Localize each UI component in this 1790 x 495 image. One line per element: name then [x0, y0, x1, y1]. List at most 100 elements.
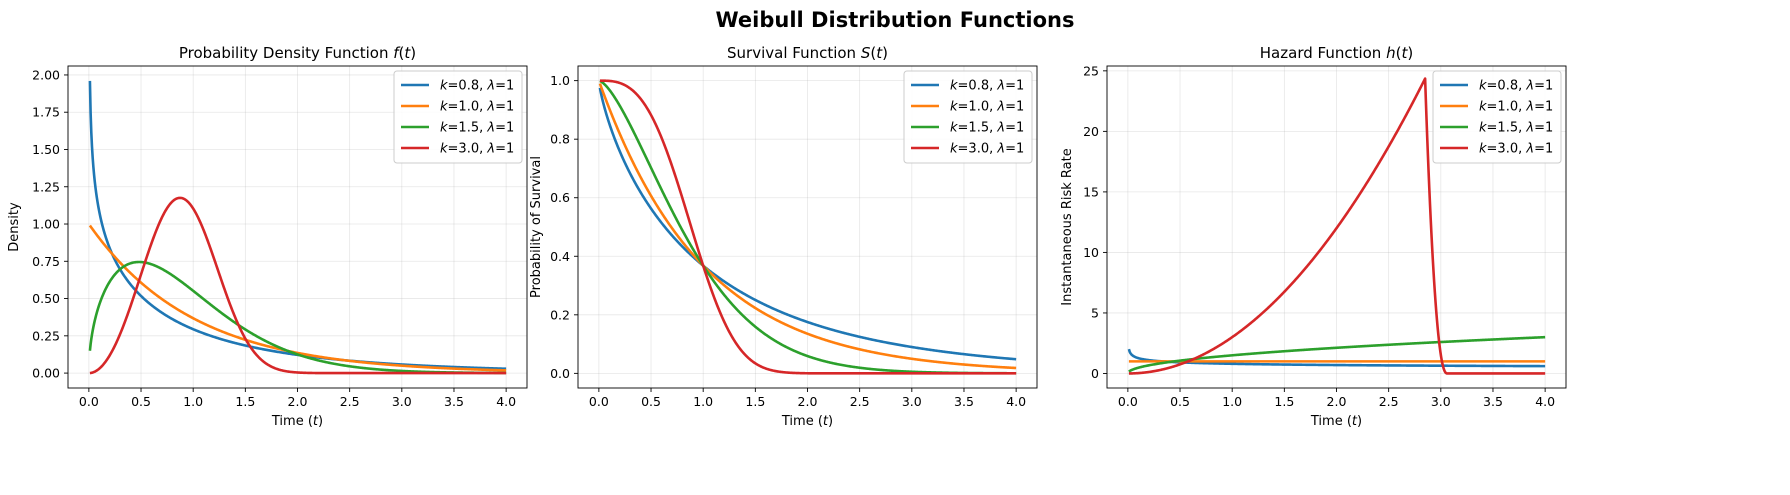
x-tick-label: 3.5 — [954, 394, 974, 409]
chart-panel-survival: 0.0 0.5 1.0 1.5 2.0 2.5 3.0 3.5 4.0 0.0 0.2 0.4 0.6 0… — [529, 44, 1038, 429]
legend-entry-k0.8: k=0.8, λ=1 — [440, 79, 514, 94]
legend-box — [393, 70, 523, 164]
legend-lambda-value: =1 — [1005, 142, 1024, 157]
y-tick-label: 1.00 — [32, 217, 60, 232]
panel-title-text: Survival Function — [727, 44, 861, 62]
legend-k-symbol: k — [440, 100, 448, 115]
legend-k-symbol: k — [950, 79, 958, 94]
legend-k-value: =1.0, — [1487, 100, 1527, 115]
x-tick-label: 0.5 — [1170, 394, 1190, 409]
legend-lambda-value: =1 — [1534, 121, 1553, 136]
y-tick-label: 15 — [1083, 184, 1099, 199]
y-tick-label: 1.25 — [32, 179, 60, 194]
panel-title-close: ) — [1407, 44, 1413, 62]
legend-k-value: =1.5, — [958, 121, 998, 136]
x-tick-label: 3.0 — [902, 394, 922, 409]
series-line-k1.0 — [598, 83, 1017, 370]
x-tick-label: 4.0 — [496, 394, 516, 409]
legend-k-symbol: k — [1479, 100, 1487, 115]
x-tick-label: 2.5 — [340, 394, 360, 409]
panel-title-text: Hazard Function — [1260, 44, 1386, 62]
x-tick-label: 1.5 — [1274, 394, 1294, 409]
series-line-k0.8 — [598, 87, 1017, 361]
x-tick-label: 1.5 — [745, 394, 765, 409]
y-tick-label: 0.8 — [550, 132, 570, 147]
x-axis-label-text: Time ( — [1310, 414, 1352, 429]
y-tick-label: 1.50 — [32, 142, 60, 157]
y-tick-label: 1.0 — [550, 73, 570, 88]
x-tick-label: 0.5 — [131, 394, 151, 409]
legend-k-value: =1.5, — [448, 121, 488, 136]
x-axis-label: Time (t) — [1310, 414, 1362, 429]
x-axis-label-close: ) — [828, 414, 833, 429]
series-line-k1.0 — [88, 224, 507, 372]
x-axis-label-var: t — [823, 414, 829, 429]
series-line-k3.0 — [599, 79, 1017, 375]
x-axis-label: Time (t) — [781, 414, 833, 429]
panel-title-paren: ( — [399, 44, 405, 62]
panel-title-fn: f — [393, 44, 401, 62]
y-tick-label: 0.50 — [32, 291, 60, 306]
legend: k=0.8, λ=1k=1.0, λ=1k=1.5, λ=1k=3.0, λ=1 — [1432, 70, 1562, 164]
legend-k-value: =1.5, — [1487, 121, 1527, 136]
panel-title: Hazard Function h(t) — [1260, 44, 1413, 62]
y-tick-label: 20 — [1083, 124, 1099, 139]
legend-lambda-value: =1 — [495, 100, 514, 115]
panel-title-paren: ( — [1396, 44, 1402, 62]
x-tick-label: 1.0 — [693, 394, 713, 409]
legend-k-value: =0.8, — [448, 79, 488, 94]
x-tick-label: 2.0 — [1327, 394, 1347, 409]
x-tick-label: 2.0 — [798, 394, 818, 409]
x-tick-label: 4.0 — [1006, 394, 1026, 409]
legend-entry-k0.8: k=0.8, λ=1 — [950, 79, 1024, 94]
legend-lambda-symbol: λ — [1525, 100, 1534, 115]
series-line-k3.0 — [1128, 77, 1546, 375]
chart-panel-hazard: 0.0 0.5 1.0 1.5 2.0 2.5 3.0 3.5 4.0 0 5 10 15 20 25 Haz… — [1060, 44, 1567, 429]
x-tick-label: 3.5 — [1483, 394, 1503, 409]
x-tick-label: 3.5 — [444, 394, 464, 409]
x-tick-label: 2.5 — [850, 394, 870, 409]
legend-lambda-symbol: λ — [486, 100, 495, 115]
x-axis-label-text: Time ( — [271, 414, 313, 429]
legend-k-value: =3.0, — [958, 142, 998, 157]
legend-lambda-symbol: λ — [996, 100, 1005, 115]
legend-k-value: =3.0, — [1487, 142, 1527, 157]
series-line-k1.5 — [1128, 335, 1546, 373]
chart-panel-pdf: 0.0 0.5 1.0 1.5 2.0 2.5 3.0 3.5 4.0 0.00 0.25 0.50 0… — [7, 44, 528, 429]
legend-k-symbol: k — [440, 121, 448, 136]
x-tick-label: 0.0 — [589, 394, 609, 409]
legend-k-symbol: k — [1479, 121, 1487, 136]
legend-k-value: =1.0, — [448, 100, 488, 115]
y-tick-label: 2.00 — [32, 67, 60, 82]
legend-k-symbol: k — [950, 142, 958, 157]
panel-title-var: t — [404, 44, 411, 62]
legend-entry-k1.0: k=1.0, λ=1 — [950, 100, 1024, 115]
plot-frame — [577, 65, 1038, 389]
x-tick-label: 3.0 — [392, 394, 412, 409]
x-tick-label: 1.0 — [1222, 394, 1242, 409]
panel-title-text: Probability Density Function — [179, 44, 393, 62]
legend-entry-k3.0: k=3.0, λ=1 — [440, 142, 514, 157]
legend-lambda-value: =1 — [495, 121, 514, 136]
legend-lambda-symbol: λ — [486, 142, 495, 157]
series-line-k1.5 — [88, 260, 507, 375]
panel-title-var: t — [876, 44, 883, 62]
plot-frame — [67, 65, 528, 389]
legend-k-symbol: k — [950, 121, 958, 136]
x-tick-label: 2.0 — [288, 394, 308, 409]
x-tick-label: 0.5 — [641, 394, 661, 409]
panel-title: Probability Density Function f(t) — [179, 44, 416, 62]
panel-title: Survival Function S(t) — [727, 44, 888, 62]
x-tick-label: 0.0 — [1118, 394, 1138, 409]
y-tick-label: 25 — [1083, 63, 1099, 78]
legend-box — [903, 70, 1033, 164]
panel-title-close: ) — [410, 44, 416, 62]
legend: k=0.8, λ=1k=1.0, λ=1k=1.5, λ=1k=3.0, λ=1 — [903, 70, 1033, 164]
y-tick-label: 0.4 — [550, 249, 570, 264]
panel-title-var: t — [1401, 44, 1408, 62]
legend-entry-k3.0: k=3.0, λ=1 — [1479, 142, 1553, 157]
legend-lambda-symbol: λ — [1525, 142, 1534, 157]
y-axis-label: Instantaneous Risk Rate — [1060, 148, 1075, 305]
y-tick-label: 0.75 — [32, 254, 60, 269]
legend-entry-k0.8: k=0.8, λ=1 — [1479, 79, 1553, 94]
